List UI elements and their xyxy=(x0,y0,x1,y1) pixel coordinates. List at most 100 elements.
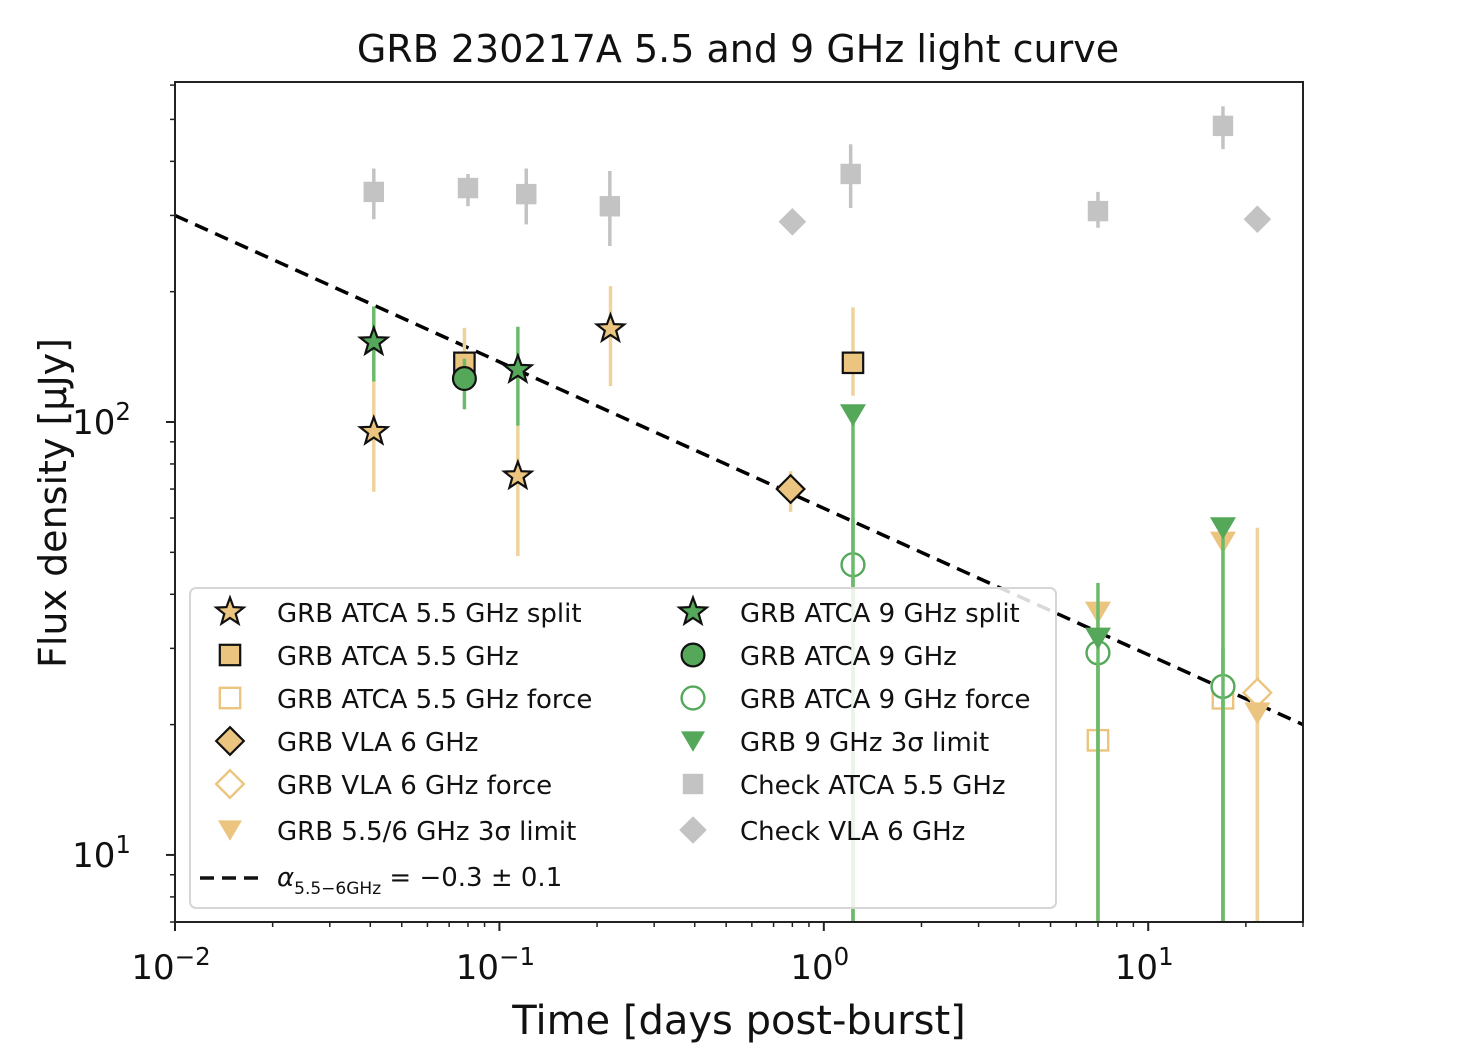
data-point xyxy=(1244,702,1271,725)
legend-marker xyxy=(680,685,706,711)
legend-marker xyxy=(214,725,246,757)
series-grb-atca-5-5-ghz xyxy=(453,307,865,396)
y-tick-label: 102 xyxy=(72,397,131,443)
legend-marker xyxy=(213,594,247,627)
axes-frame xyxy=(174,81,1304,923)
legend-item: Check ATCA 5.5 GHz xyxy=(682,771,1006,801)
series-grb-atca-5-5-ghz-force xyxy=(1086,654,1235,922)
chart-title: GRB 230217A 5.5 and 9 GHz light curve xyxy=(357,27,1119,71)
legend-label: GRB ATCA 9 GHz force xyxy=(740,685,1031,715)
legend: GRB ATCA 5.5 GHz split GRB ATCA 5.5 GHz GR… xyxy=(189,587,1057,909)
legend-marker xyxy=(681,731,705,752)
fit-symbol: α xyxy=(277,863,294,893)
fit-line xyxy=(175,213,1303,727)
series-check-atca-5-5-ghz xyxy=(363,106,1234,246)
x-tick-label: 10−1 xyxy=(456,942,535,988)
tick-exponent: 1 xyxy=(115,830,131,859)
data-point xyxy=(457,177,479,199)
y-axis-label: Flux density [μJy] xyxy=(31,338,75,668)
legend-marker xyxy=(680,642,706,668)
x-tick-label: 10−2 xyxy=(131,942,210,988)
tick-exponent: −1 xyxy=(499,942,535,971)
tick-base: 10 xyxy=(790,948,833,988)
x-tick-label: 100 xyxy=(790,942,849,988)
data-point xyxy=(778,208,807,236)
legend-marker xyxy=(676,594,710,627)
legend-marker xyxy=(214,768,246,800)
legend-marker xyxy=(682,773,704,795)
legend-label: GRB ATCA 9 GHz xyxy=(740,642,957,672)
tick-base: 10 xyxy=(1115,948,1158,988)
series-grb-vla-6-ghz xyxy=(775,471,806,512)
data-point xyxy=(593,311,628,344)
legend-item: GRB VLA 6 GHz force xyxy=(214,768,552,801)
data-point xyxy=(363,181,384,203)
series-grb-atca-5-5-ghz-split xyxy=(357,286,628,557)
legend-label: GRB VLA 6 GHz force xyxy=(277,771,552,801)
fit-value: = −0.3 ± 0.1 xyxy=(381,863,562,893)
legend-marker xyxy=(218,820,242,841)
data-point xyxy=(501,458,535,491)
legend-marker xyxy=(218,643,242,667)
series-grb-atca-9-ghz-split xyxy=(357,306,535,426)
data-point xyxy=(840,163,861,185)
legend-item: GRB VLA 6 GHz xyxy=(214,725,478,758)
data-point xyxy=(1087,200,1109,222)
tick-exponent: 1 xyxy=(1158,942,1174,971)
legend-label: GRB ATCA 5.5 GHz force xyxy=(277,685,592,715)
legend-label: Check ATCA 5.5 GHz xyxy=(740,771,1006,801)
legend-item: GRB ATCA 9 GHz xyxy=(680,642,957,672)
data-point xyxy=(839,404,866,427)
tick-base: 10 xyxy=(72,403,115,443)
legend-label: GRB ATCA 9 GHz split xyxy=(740,599,1020,629)
tick-base: 10 xyxy=(131,948,174,988)
data-point xyxy=(501,352,535,384)
legend-item: GRB 5.5/6 GHz 3σ limit xyxy=(218,817,576,847)
data-point xyxy=(1209,517,1236,540)
legend-item: Check VLA 6 GHz xyxy=(679,816,965,847)
tick-exponent: 2 xyxy=(115,397,131,426)
data-point xyxy=(357,413,391,446)
legend-label: GRB ATCA 5.5 GHz split xyxy=(277,599,582,629)
data-point xyxy=(1243,205,1272,234)
x-tick-label: 101 xyxy=(1115,942,1174,988)
data-point xyxy=(841,351,865,375)
series-grb-5-5-6-ghz-3-limit xyxy=(1084,531,1271,922)
legend-item: GRB ATCA 5.5 GHz force xyxy=(218,685,592,715)
fit-subscript: 5.5−6GHz xyxy=(294,879,381,899)
data-point xyxy=(516,183,537,205)
legend-item: GRB ATCA 9 GHz split xyxy=(676,594,1020,629)
tick-exponent: −2 xyxy=(175,942,211,971)
data-point xyxy=(451,366,477,392)
legend-item: GRB ATCA 5.5 GHz split xyxy=(213,594,582,629)
legend-item: GRB ATCA 9 GHz force xyxy=(680,685,1031,715)
legend-item: GRB ATCA 5.5 GHz xyxy=(218,642,519,672)
data-point xyxy=(357,324,391,357)
tick-exponent: 0 xyxy=(834,942,850,971)
legend-fit-label: α5.5−6GHz = −0.3 ± 0.1 xyxy=(277,863,562,899)
legend-label: GRB 9 GHz 3σ limit xyxy=(740,728,989,758)
legend-box xyxy=(189,587,1057,909)
data-point xyxy=(1212,115,1234,137)
legend-label: Check VLA 6 GHz xyxy=(740,817,965,847)
data-point xyxy=(599,196,621,217)
legend-item-fit: α5.5−6GHz = −0.3 ± 0.1 xyxy=(200,863,562,899)
legend-marker xyxy=(679,816,707,844)
plot-inner xyxy=(175,106,1303,922)
data-point xyxy=(1084,627,1111,650)
tick-base: 10 xyxy=(72,836,115,876)
legend-label: GRB 5.5/6 GHz 3σ limit xyxy=(277,817,576,847)
x-axis-label: Time [days post-burst] xyxy=(511,998,965,1044)
legend-label: GRB ATCA 5.5 GHz xyxy=(277,642,519,672)
y-tick-label: 101 xyxy=(72,830,131,876)
legend-label: GRB VLA 6 GHz xyxy=(277,728,478,758)
tick-base: 10 xyxy=(456,948,499,988)
data-point xyxy=(1241,677,1273,709)
series-check-vla-6-ghz xyxy=(778,205,1272,236)
legend-item: GRB 9 GHz 3σ limit xyxy=(681,728,989,758)
legend-marker xyxy=(218,686,242,710)
series-grb-atca-9-ghz xyxy=(451,358,477,410)
data-point xyxy=(775,473,806,505)
